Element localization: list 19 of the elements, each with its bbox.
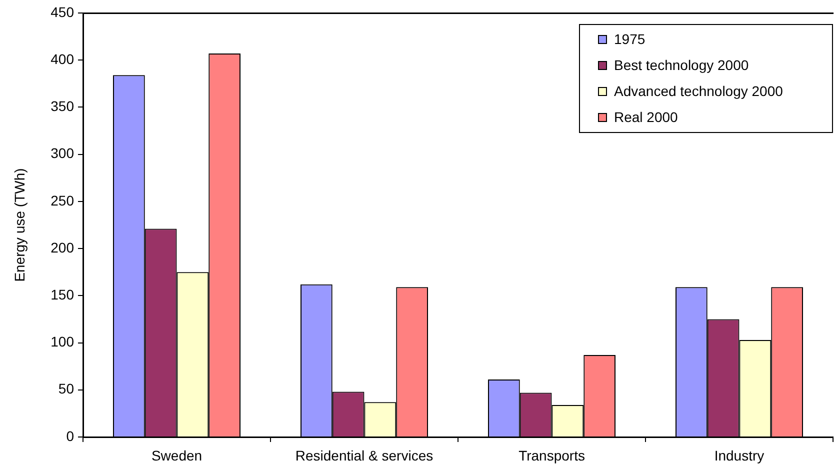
legend-label: Best technology 2000	[614, 57, 749, 73]
y-tick-label: 150	[50, 286, 74, 303]
x-tick-label: Residential & services	[295, 447, 434, 464]
x-tick-label: Industry	[714, 447, 764, 464]
y-tick-label: 300	[50, 145, 74, 162]
y-tick-label: 350	[50, 98, 74, 114]
y-axis-title: Energy use (TWh)	[11, 168, 28, 282]
y-tick-label: 0	[66, 428, 74, 444]
y-tick-label: 250	[50, 192, 74, 208]
y-tick-label: 200	[50, 239, 74, 256]
x-tick-label: Sweden	[151, 447, 202, 464]
legend-label: Advanced technology 2000	[614, 83, 783, 99]
y-tick-label: 100	[50, 334, 74, 350]
x-tick-label: Transports	[518, 447, 585, 464]
y-tick-label: 50	[58, 380, 74, 397]
y-tick-label: 400	[50, 50, 74, 67]
y-tick-label: 450	[50, 4, 74, 20]
legend-label: Real 2000	[614, 109, 678, 125]
legend-label: 1975	[614, 31, 646, 47]
